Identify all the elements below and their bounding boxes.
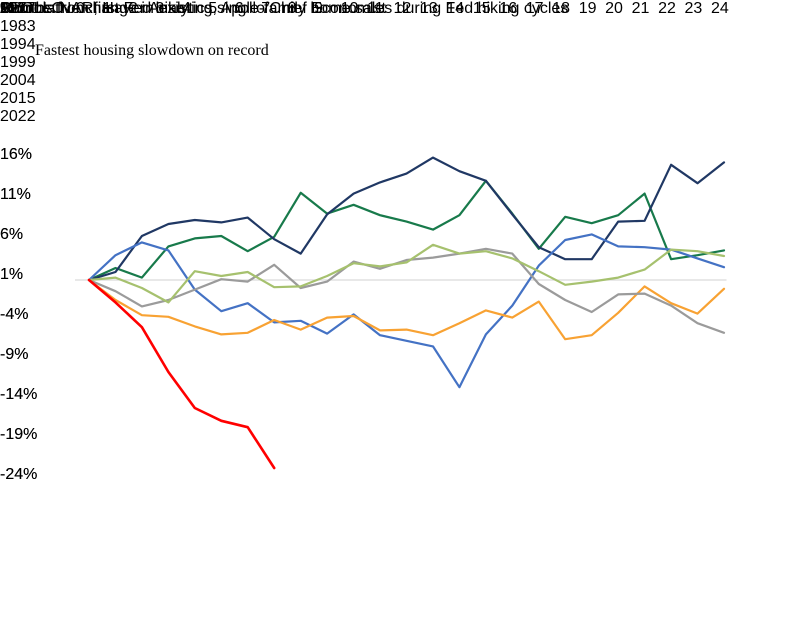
x-axis-tick-label: 14 [446,0,465,17]
x-axis-tick-label: 12 [393,0,412,17]
x-axis-tick-label: 13 [419,0,438,17]
y-axis-tick-label-right: 16% [0,145,33,163]
legend-item-1977: 1977 [0,0,36,18]
series-line-2022 [87,278,276,470]
legend-label: 2004 [0,72,36,89]
x-axis-tick-label: 5 [208,0,218,17]
x-axis-tick-label: 6 [234,0,244,17]
y-axis-tick-label-right: 11% [0,185,31,203]
y-axis-tick-label-right: -19% [0,425,38,443]
y-axis-tick-label-left: -9% [0,345,29,363]
series-line-1994 [87,233,726,389]
x-axis-tick-label: 23 [684,0,703,17]
x-axis-tick-label: 3 [155,0,165,17]
series-line-1983 [87,156,726,282]
x-axis-tick-label: 9 [314,0,324,17]
y-axis-tick-label-right: 1% [0,265,24,283]
y-axis-tick-label-right: -14% [0,385,38,403]
series-line-2015 [87,243,726,304]
y-axis-tick-label-left: -14% [0,385,38,403]
y-axis-tick-label-left: 1% [0,265,24,283]
x-axis-tick-label: 16 [499,0,518,17]
legend-item-1983: 1983 [0,18,36,36]
y-axis-tick-label-right: -24% [0,465,38,483]
y-axis-unit-left: % [0,0,15,17]
legend-label: 1983 [0,18,36,35]
series-line-1977 [87,179,726,282]
x-axis-tick-label: 4 [181,0,191,17]
legend-item-1999: 1999 [0,54,36,72]
legend-item-2004: 2004 [0,72,36,90]
y-axis-tick-label-left: -19% [0,425,38,443]
legend-label: 2015 [0,90,36,107]
page-number: 221 [0,0,27,17]
x-axis-tick-label: 19 [578,0,597,17]
y-axis-tick-label-right: -4% [0,305,29,323]
x-axis-tick-label: 8 [287,0,297,17]
y-axis-tick-label-left: -4% [0,305,29,323]
legend-label: 2022 [0,108,36,125]
series-line-1999 [87,278,726,341]
y-axis-tick-label-left: 16% [0,145,33,163]
y-axis-tick-label-left: -24% [0,465,38,483]
y-axis-tick-label-left: 6% [0,225,24,243]
x-axis-title: Months from first Fed hike [0,0,185,17]
legend-label: 1977 [0,0,36,17]
x-axis-tick-label: 21 [631,0,650,17]
series-line-2004 [87,247,726,334]
x-axis-tick-label: 11 [367,0,384,17]
x-axis-tick-label: 10 [340,0,359,17]
x-axis-tick-label: 7 [261,0,271,17]
y-axis-tick-label-right: 6% [0,225,24,243]
apollo-logo: APOLLO [0,0,65,17]
legend-label: 1999 [0,54,36,71]
x-axis-tick-label: 18 [552,0,571,17]
source-text: Source: NAR, Haver Analytics, Apollo Chi… [0,0,386,17]
page-title: Fastest housing slowdown on record [35,42,269,59]
x-axis-tick-label: 24 [710,0,729,17]
chart-title: Cumulative change in existing single-fam… [0,0,569,17]
x-axis-tick-label: 17 [525,0,544,17]
y-axis-tick-label-right: -9% [0,345,29,363]
legend-label: 1994 [0,36,36,53]
legend-item-2015: 2015 [0,90,36,108]
legend-item-1994: 1994 [0,36,36,54]
y-axis-tick-label-left: 11% [0,185,31,203]
x-axis-tick-label: 15 [472,0,491,17]
chart-legend: 1977 1983 1994 1999 2004 2015 2022 [0,0,36,126]
x-axis-tick-label: 0 [76,0,85,17]
x-axis-tick-label: 22 [658,0,676,17]
y-axis-unit-right: % [0,0,15,17]
legend-item-2022: 2022 [0,108,36,126]
x-axis-tick-label: 20 [605,0,623,17]
x-axis-tick-label: 2 [128,0,138,17]
x-axis-tick-label: 1 [102,0,112,17]
